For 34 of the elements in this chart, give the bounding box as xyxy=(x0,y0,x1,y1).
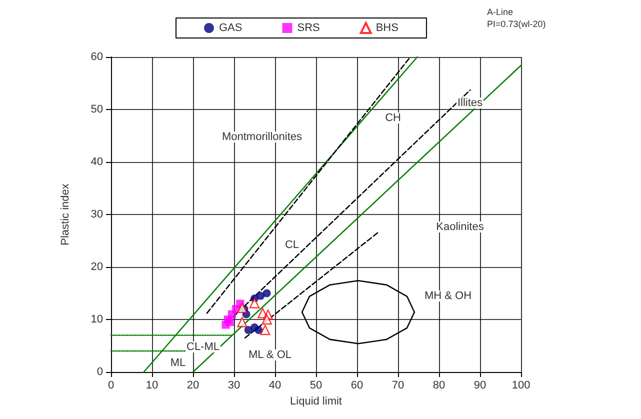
y-tick-label: 40 xyxy=(90,156,103,168)
y-tick-label: 60 xyxy=(90,51,103,63)
y-tick-label: 0 xyxy=(96,366,103,378)
annotation: CL-ML xyxy=(186,341,220,353)
x-tick-label: 40 xyxy=(268,380,282,392)
x-tick-label: 10 xyxy=(146,380,158,392)
y-tick-label: 50 xyxy=(90,104,103,116)
legend-label: BHS xyxy=(376,22,398,34)
text: PI=0.73(wl-20) xyxy=(487,19,546,29)
y-tick-label: 10 xyxy=(90,314,103,326)
x-tick-label: 80 xyxy=(432,380,446,392)
annotation: MH & OH xyxy=(424,290,472,302)
annotation: Montmorillonites xyxy=(222,131,303,143)
x-axis-title: Liquid limit xyxy=(290,395,342,408)
annotation: Kaolinites xyxy=(436,221,484,233)
legend-label: GAS xyxy=(219,22,242,34)
text: A-Line xyxy=(487,7,514,17)
x-tick-label: 60 xyxy=(350,380,364,392)
x-tick-label: 70 xyxy=(392,380,404,392)
x-tick-label: 0 xyxy=(108,380,114,392)
y-tick-label: 30 xyxy=(90,208,103,220)
annotation: ML & OL xyxy=(248,349,292,361)
annotation: ML xyxy=(170,357,186,369)
annotation: Illites xyxy=(457,97,484,109)
x-tick-label: 90 xyxy=(474,380,486,392)
y-tick-label: 20 xyxy=(90,261,103,273)
legend-label: SRS xyxy=(297,22,320,34)
annotation: CL xyxy=(284,239,300,251)
x-tick-label: 100 xyxy=(512,380,530,392)
x-tick-label: 30 xyxy=(228,380,240,392)
x-tick-label: 20 xyxy=(186,380,200,392)
annotation: CH xyxy=(385,112,401,124)
y-axis-title: Plastic index xyxy=(60,183,72,246)
x-tick-label: 50 xyxy=(310,380,322,392)
